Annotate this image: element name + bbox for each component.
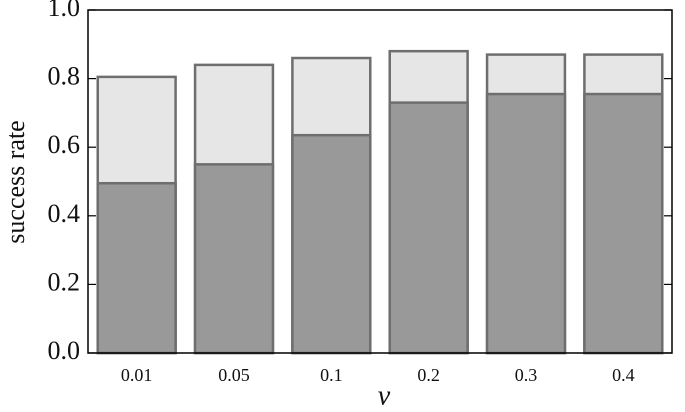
bar: [193, 163, 275, 355]
y-tick-label: 1.0: [48, 0, 81, 22]
x-tick-label: 0.4: [612, 365, 635, 385]
y-tick-label: 0.6: [48, 130, 81, 159]
plot-frame: [87, 9, 673, 354]
y-tick-label: 0.2: [48, 267, 81, 296]
bar: [388, 101, 469, 355]
x-tick-label: 0.05: [218, 365, 250, 385]
y-axis-label: success rate: [1, 120, 30, 243]
x-tick-label: 0.01: [121, 365, 153, 385]
y-tick-label: 0.4: [48, 199, 81, 228]
x-axis-label: ν: [378, 380, 391, 411]
x-tick-label: 0.1: [320, 365, 343, 385]
bar: [96, 181, 177, 355]
bar: [583, 92, 664, 355]
x-tick-label: 0.3: [515, 365, 538, 385]
bar: [485, 92, 567, 355]
y-tick-label: 0.8: [48, 62, 81, 91]
bar: [291, 133, 372, 355]
y-tick-label: 0.0: [48, 336, 81, 365]
x-tick-label: 0.2: [417, 365, 440, 385]
